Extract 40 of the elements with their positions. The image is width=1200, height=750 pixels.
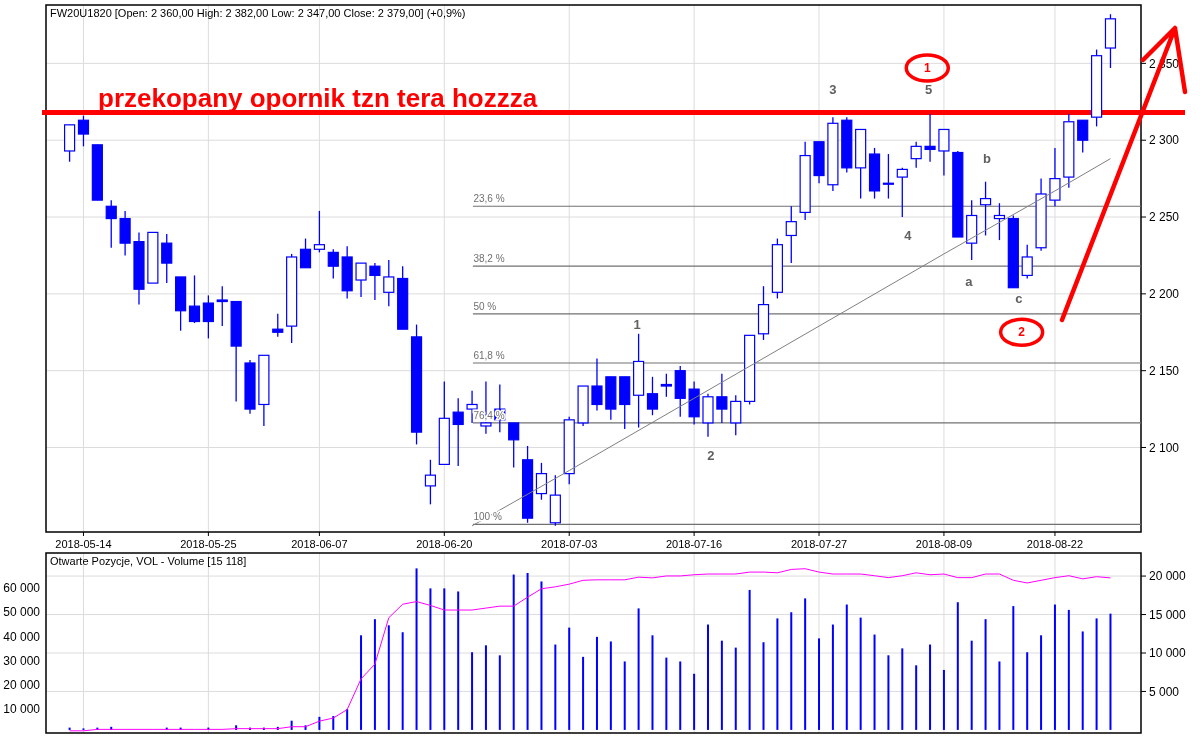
chart-title: Otwarte Pozycje, VOL - Volume [15 118]	[50, 555, 247, 567]
annotation: 2	[707, 447, 715, 463]
annotation: 61,8 %	[473, 349, 505, 361]
annotation: 23,6 %	[473, 193, 505, 205]
annotation: 5	[925, 82, 933, 98]
x-tick-label: 2018-07-27	[790, 538, 848, 550]
x-tick-label: 2018-08-09	[915, 538, 973, 550]
y-tick-label: 60 000	[3, 581, 41, 596]
annotation: 4	[904, 228, 913, 244]
x-tick-label: 2018-08-22	[1026, 538, 1084, 550]
annotation: 100 %	[473, 511, 502, 523]
annotation: b	[982, 151, 991, 167]
y2-tick-label: 5 000	[1149, 684, 1180, 699]
y-tick-label: 20 000	[3, 677, 41, 692]
y-tick-label: 2 150	[1149, 363, 1180, 378]
x-tick-label: 2018-06-20	[416, 538, 473, 550]
annotation: 50 %	[473, 300, 497, 312]
annotation: 1	[923, 61, 931, 76]
x-tick-label: 2018-07-03	[541, 538, 598, 550]
y-tick-label: 2 300	[1149, 133, 1180, 148]
y-tick-label: 50 000	[3, 605, 41, 620]
annotation: 3	[829, 82, 837, 98]
y-tick-label: 40 000	[3, 629, 41, 644]
annotation: a	[965, 274, 974, 290]
ref-line-label: przekopany opornik tzn tera hozzza	[98, 82, 538, 113]
y2-tick-label: 15 000	[1149, 607, 1187, 622]
x-tick-label: 2018-05-25	[180, 538, 237, 550]
chart-title: FW20U1820 [Open: 2 360,00 High: 2 382,00 Low: 2 347,00 Close: 2 379,00] (+0,9%)	[50, 7, 466, 19]
annotation: 38,2 %	[473, 253, 505, 265]
annotation: c	[1015, 291, 1023, 307]
x-tick-label: 2018-06-07	[291, 538, 348, 550]
y-tick-label: 10 000	[3, 702, 41, 717]
x-tick-label: 2018-05-14	[55, 538, 112, 550]
x-tick-label: 2018-07-16	[665, 538, 723, 550]
y-tick-label: 2 250	[1149, 210, 1180, 225]
annotation: 1	[633, 317, 641, 333]
y-tick-label: 2 200	[1149, 287, 1180, 302]
annotation: 2	[1018, 325, 1026, 340]
y-tick-label: 2 100	[1149, 440, 1180, 455]
y-tick-label: 30 000	[3, 653, 41, 668]
